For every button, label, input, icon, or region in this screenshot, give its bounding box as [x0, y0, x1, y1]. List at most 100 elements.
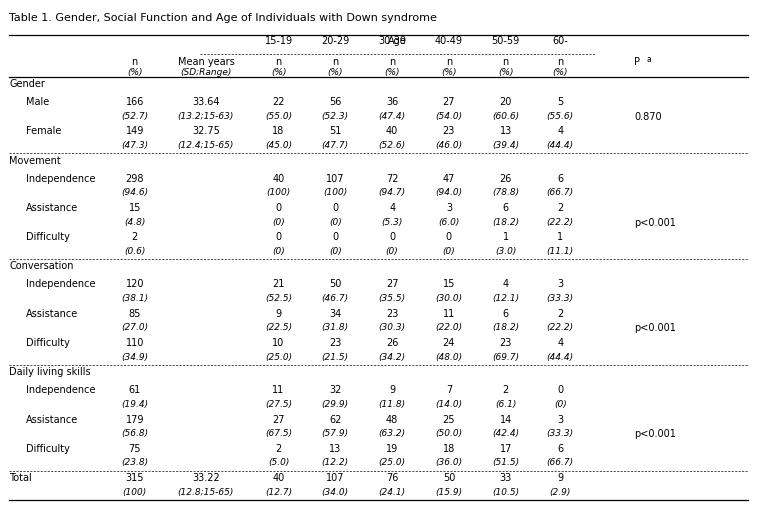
Text: (4.8): (4.8) [124, 217, 145, 226]
Text: 298: 298 [126, 173, 144, 183]
Text: (33.3): (33.3) [547, 429, 574, 437]
Text: 3: 3 [557, 414, 563, 423]
Text: n: n [332, 57, 338, 67]
Text: 23: 23 [386, 308, 398, 318]
Text: Movement: Movement [9, 155, 61, 165]
Text: (50.0): (50.0) [435, 429, 463, 437]
Text: (66.7): (66.7) [547, 188, 574, 197]
Text: 2: 2 [276, 443, 282, 453]
Text: 4: 4 [503, 279, 509, 289]
Text: 40: 40 [273, 173, 285, 183]
Text: (30.0): (30.0) [435, 294, 463, 302]
Text: (52.3): (52.3) [322, 111, 349, 121]
Text: 10: 10 [273, 337, 285, 347]
Text: 40: 40 [273, 472, 285, 482]
Text: 0: 0 [276, 232, 282, 242]
Text: (0): (0) [554, 399, 566, 408]
Text: 2: 2 [557, 308, 563, 318]
Text: Female: Female [26, 126, 61, 136]
Text: (34.0): (34.0) [322, 487, 349, 496]
Text: (0): (0) [273, 246, 285, 256]
Text: Independence: Independence [26, 173, 95, 183]
Text: n: n [446, 57, 452, 67]
Text: (60.6): (60.6) [492, 111, 519, 121]
Text: (47.3): (47.3) [121, 140, 148, 150]
Text: Mean years: Mean years [178, 57, 234, 67]
Text: 33.64: 33.64 [192, 97, 220, 107]
Text: (33.3): (33.3) [547, 294, 574, 302]
Text: Difficulty: Difficulty [26, 232, 70, 242]
Text: (94.7): (94.7) [378, 188, 406, 197]
Text: Assistance: Assistance [26, 308, 78, 318]
Text: 3: 3 [446, 203, 452, 212]
Text: Daily living skills: Daily living skills [9, 366, 91, 377]
Text: 24: 24 [443, 337, 455, 347]
Text: 9: 9 [276, 308, 282, 318]
Text: 0: 0 [276, 203, 282, 212]
Text: 3: 3 [557, 279, 563, 289]
Text: a: a [646, 55, 651, 64]
Text: (38.1): (38.1) [121, 294, 148, 302]
Text: 40: 40 [386, 126, 398, 136]
Text: (12.2): (12.2) [322, 458, 349, 467]
Text: (94.6): (94.6) [121, 188, 148, 197]
Text: 50: 50 [443, 472, 455, 482]
Text: 0: 0 [557, 384, 563, 394]
Text: (%): (%) [385, 68, 400, 77]
Text: (24.1): (24.1) [378, 487, 406, 496]
Text: (42.4): (42.4) [492, 429, 519, 437]
Text: (%): (%) [553, 68, 568, 77]
Text: (63.2): (63.2) [378, 429, 406, 437]
Text: (27.5): (27.5) [265, 399, 292, 408]
Text: 47: 47 [443, 173, 455, 183]
Text: 23: 23 [329, 337, 341, 347]
Text: (%): (%) [271, 68, 286, 77]
Text: 5: 5 [557, 97, 563, 107]
Text: 48: 48 [386, 414, 398, 423]
Text: (47.7): (47.7) [322, 140, 349, 150]
Text: 85: 85 [129, 308, 141, 318]
Text: 17: 17 [500, 443, 512, 453]
Text: n: n [503, 57, 509, 67]
Text: (34.9): (34.9) [121, 352, 148, 361]
Text: (36.0): (36.0) [435, 458, 463, 467]
Text: 27: 27 [273, 414, 285, 423]
Text: 23: 23 [443, 126, 455, 136]
Text: (0): (0) [273, 217, 285, 226]
Text: (39.4): (39.4) [492, 140, 519, 150]
Text: (0): (0) [329, 217, 341, 226]
Text: 32.75: 32.75 [192, 126, 220, 136]
Text: n: n [276, 57, 282, 67]
Text: 315: 315 [126, 472, 144, 482]
Text: (6.0): (6.0) [438, 217, 459, 226]
Text: (69.7): (69.7) [492, 352, 519, 361]
Text: 15: 15 [129, 203, 141, 212]
Text: (55.6): (55.6) [547, 111, 574, 121]
Text: (100): (100) [266, 188, 291, 197]
Text: Assistance: Assistance [26, 203, 78, 212]
Text: 26: 26 [500, 173, 512, 183]
Text: 75: 75 [129, 443, 141, 453]
Text: (25.0): (25.0) [265, 352, 292, 361]
Text: 7: 7 [446, 384, 452, 394]
Text: (78.8): (78.8) [492, 188, 519, 197]
Text: 25: 25 [443, 414, 455, 423]
Text: (57.9): (57.9) [322, 429, 349, 437]
Text: Independence: Independence [26, 384, 95, 394]
Text: (0): (0) [443, 246, 455, 256]
Text: (%): (%) [127, 68, 142, 77]
Text: (18.2): (18.2) [492, 217, 519, 226]
Text: Assistance: Assistance [26, 414, 78, 423]
Text: (22.5): (22.5) [265, 323, 292, 332]
Text: 6: 6 [503, 308, 509, 318]
Text: (0.6): (0.6) [124, 246, 145, 256]
Text: (5.3): (5.3) [382, 217, 403, 226]
Text: (100): (100) [323, 188, 347, 197]
Text: 32: 32 [329, 384, 341, 394]
Text: (0): (0) [386, 246, 398, 256]
Text: (19.4): (19.4) [121, 399, 148, 408]
Text: (22.2): (22.2) [547, 323, 574, 332]
Text: 0: 0 [332, 203, 338, 212]
Text: (34.2): (34.2) [378, 352, 406, 361]
Text: (44.4): (44.4) [547, 352, 574, 361]
